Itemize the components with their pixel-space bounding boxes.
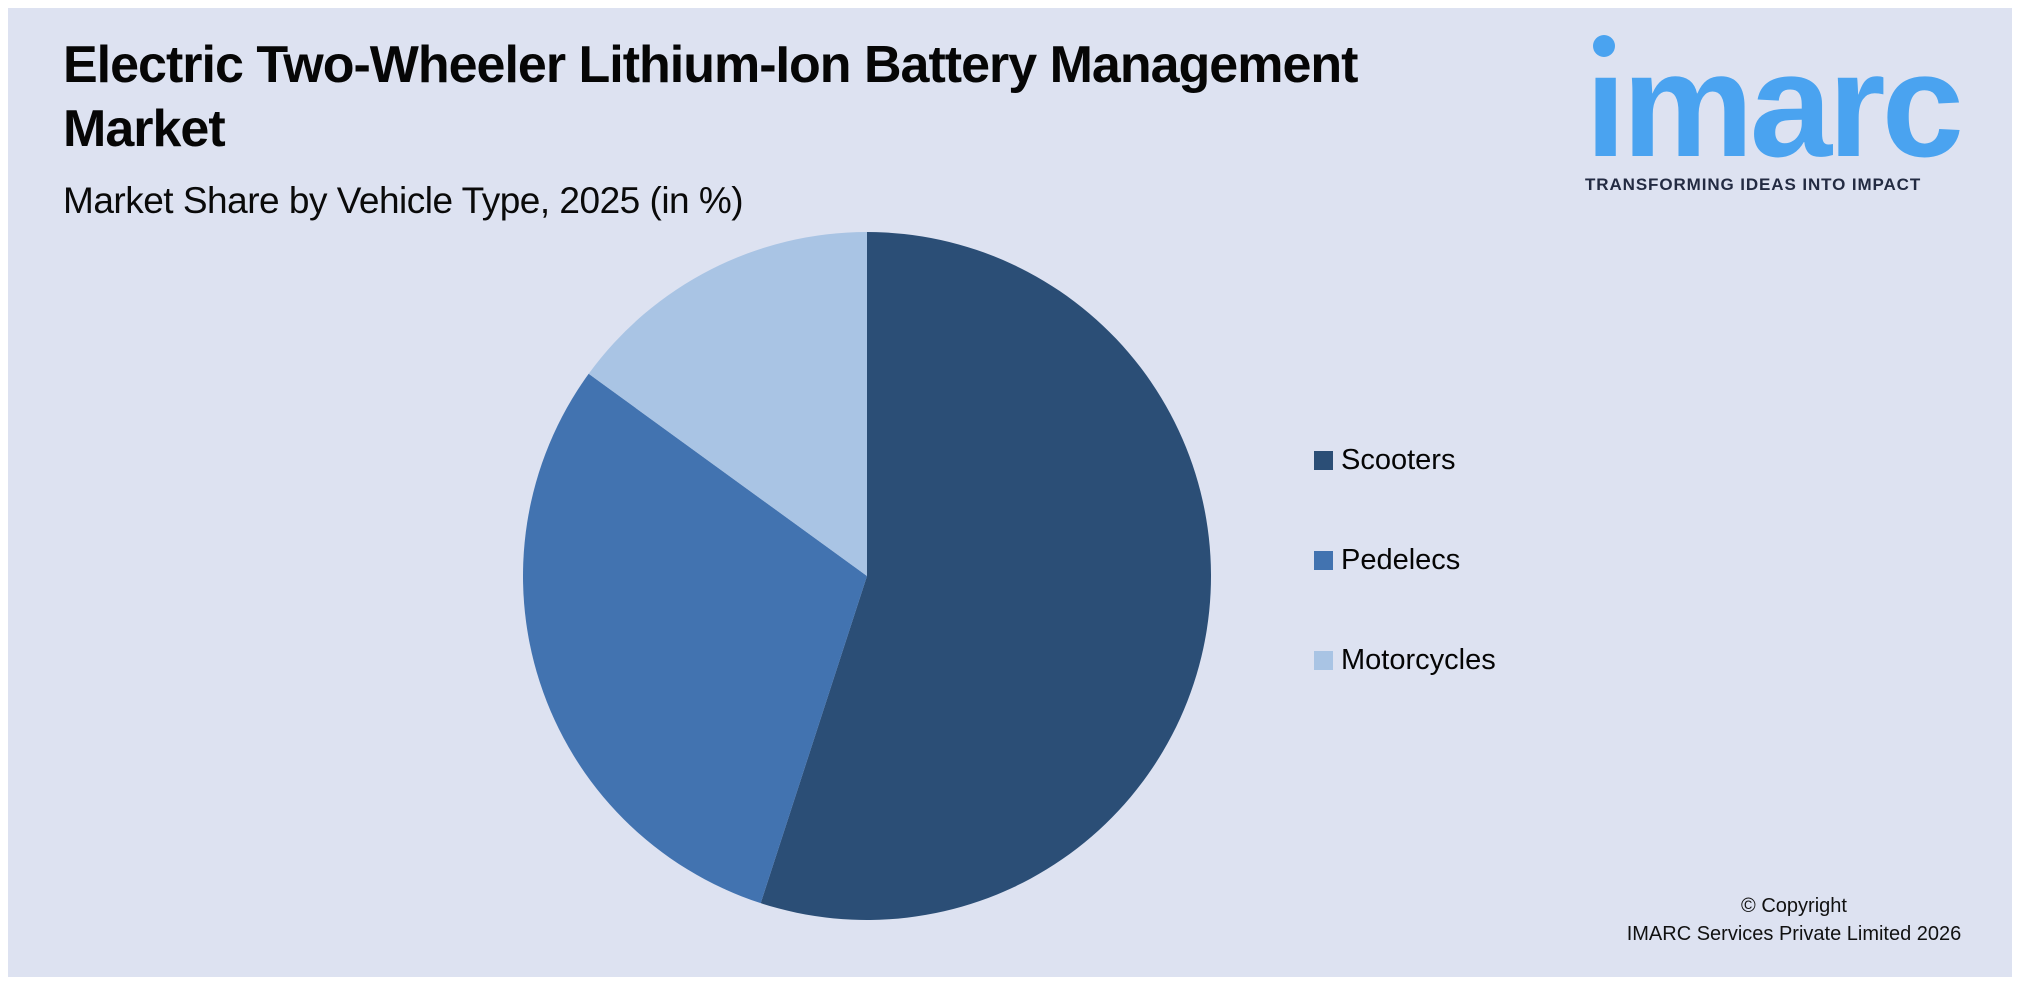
pie-slice-motorcycles [588,232,867,576]
legend-swatch-icon [1314,450,1333,470]
legend-label: Motorcycles [1341,644,1496,676]
legend-label: Scooters [1341,444,1456,476]
legend-item-scooters: Scooters [1314,442,1496,478]
pie-chart-svg [522,232,1211,921]
imarc-logo: ımarc TRANSFORMING IDEAS INTO IMPACT [1585,23,1987,195]
copyright-line2: IMARC Services Private Limited 2026 [1626,923,1962,945]
chart-legend: Scooters Pedelecs Motorcycles [1314,442,1496,678]
chart-card: Electric Two-Wheeler Lithium-Ion Battery… [8,8,2012,977]
pie-slice-scooters [760,232,1211,921]
page-title: Electric Two-Wheeler Lithium-Ion Battery… [63,33,1603,161]
logo-wordmark: ımarc [1585,23,1964,188]
legend-item-motorcycles: Motorcycles [1314,642,1496,678]
logo-dot-icon [1593,35,1615,57]
logo-tagline: TRANSFORMING IDEAS INTO IMPACT [1585,175,1922,194]
pie-chart [522,232,1211,921]
chart-subtitle: Market Share by Vehicle Type, 2025 (in %… [63,180,744,221]
copyright-note: © Copyright IMARC Services Private Limit… [1604,892,1984,948]
legend-item-pedelecs: Pedelecs [1314,542,1496,578]
pie-slice-pedelecs [522,373,867,904]
copyright-line1: © Copyright [1741,895,1847,917]
page-title-line2: Market [63,100,226,158]
legend-swatch-icon [1314,650,1333,670]
page-title-line1: Electric Two-Wheeler Lithium-Ion Battery… [63,36,1358,94]
legend-label: Pedelecs [1341,544,1461,576]
legend-swatch-icon [1314,550,1333,570]
